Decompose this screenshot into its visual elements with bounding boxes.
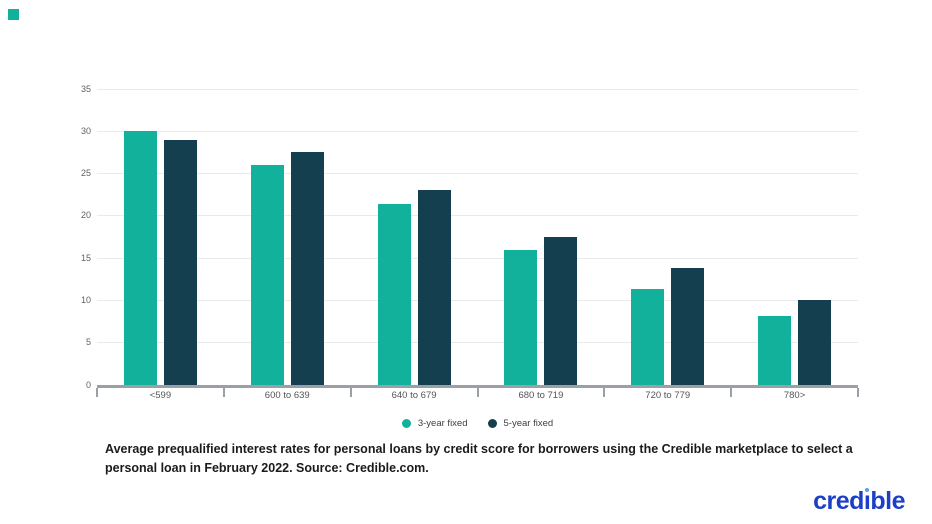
gridline-20 bbox=[97, 215, 858, 217]
x-axis-label-600 to 639: 600 to 639 bbox=[264, 390, 310, 401]
bar-3-year-fixed-640 to 679 bbox=[377, 204, 411, 385]
x-axis-tick bbox=[96, 388, 98, 397]
bar-5-year-fixed-600 to 639 bbox=[290, 152, 324, 385]
bar-3-year-fixed-<599 bbox=[123, 131, 157, 385]
bar-5-year-fixed-720 to 779 bbox=[671, 268, 705, 385]
bar-5-year-fixed-640 to 679 bbox=[417, 190, 451, 385]
x-axis-tick bbox=[222, 388, 225, 397]
logo-i-dot bbox=[865, 488, 870, 492]
gridline-25 bbox=[97, 173, 858, 175]
legend-label: 3-year fixed bbox=[417, 417, 468, 429]
y-axis-label-15: 15 bbox=[80, 252, 91, 263]
x-axis-label-<599: <599 bbox=[149, 390, 172, 401]
gridline-35 bbox=[97, 88, 858, 90]
x-axis-label-720 to 779: 720 to 779 bbox=[645, 390, 691, 401]
x-axis-label-780>: 780> bbox=[783, 390, 806, 401]
bar-chart: 0 5 10 15 20 25 30 35 <599 600 to 639 640 to 679 68… bbox=[80, 83, 859, 401]
x-axis-tick bbox=[857, 388, 859, 397]
chart-legend: 3-year fixed 5-year fixed bbox=[97, 414, 858, 432]
legend-swatch bbox=[401, 418, 411, 428]
bar-5-year-fixed-<599 bbox=[163, 139, 197, 385]
x-axis-tick bbox=[476, 388, 479, 397]
y-axis-label-20: 20 bbox=[80, 210, 91, 221]
x-axis-tick bbox=[730, 388, 733, 397]
bar-5-year-fixed-780> bbox=[798, 299, 832, 385]
bar-3-year-fixed-600 to 639 bbox=[250, 165, 284, 385]
gridline-5 bbox=[97, 342, 858, 344]
legend-item-5-year-fixed: 5-year fixed bbox=[487, 417, 554, 429]
legend-swatch bbox=[487, 418, 497, 428]
x-axis-label-640 to 679: 640 to 679 bbox=[391, 390, 437, 401]
bar-3-year-fixed-780> bbox=[758, 315, 792, 385]
bar-5-year-fixed-680 to 719 bbox=[544, 237, 578, 385]
y-axis-label-25: 25 bbox=[80, 168, 91, 179]
credible-logo: credı ble bbox=[813, 487, 905, 515]
y-axis-label-35: 35 bbox=[80, 83, 91, 94]
chart-caption: Average prequalified interest rates for … bbox=[105, 442, 853, 476]
legend-label: 5-year fixed bbox=[503, 417, 554, 429]
bar-3-year-fixed-680 to 719 bbox=[504, 249, 538, 385]
y-axis-label-30: 30 bbox=[80, 125, 91, 136]
bar-3-year-fixed-720 to 779 bbox=[631, 289, 665, 385]
brand-square bbox=[8, 9, 19, 20]
x-axis-tick bbox=[349, 388, 352, 397]
x-axis-line bbox=[97, 385, 858, 388]
gridline-15 bbox=[97, 257, 858, 259]
legend-item-3-year-fixed: 3-year fixed bbox=[401, 417, 468, 429]
gridline-10 bbox=[97, 299, 858, 301]
x-axis-tick bbox=[603, 388, 606, 397]
y-axis-label-0: 0 bbox=[85, 379, 91, 390]
x-axis-label-680 to 719: 680 to 719 bbox=[518, 390, 564, 401]
y-axis-label-10: 10 bbox=[80, 294, 91, 305]
y-axis-label-5: 5 bbox=[85, 337, 91, 348]
logo-letter-i: ı bbox=[863, 487, 871, 515]
gridline-30 bbox=[97, 130, 858, 132]
